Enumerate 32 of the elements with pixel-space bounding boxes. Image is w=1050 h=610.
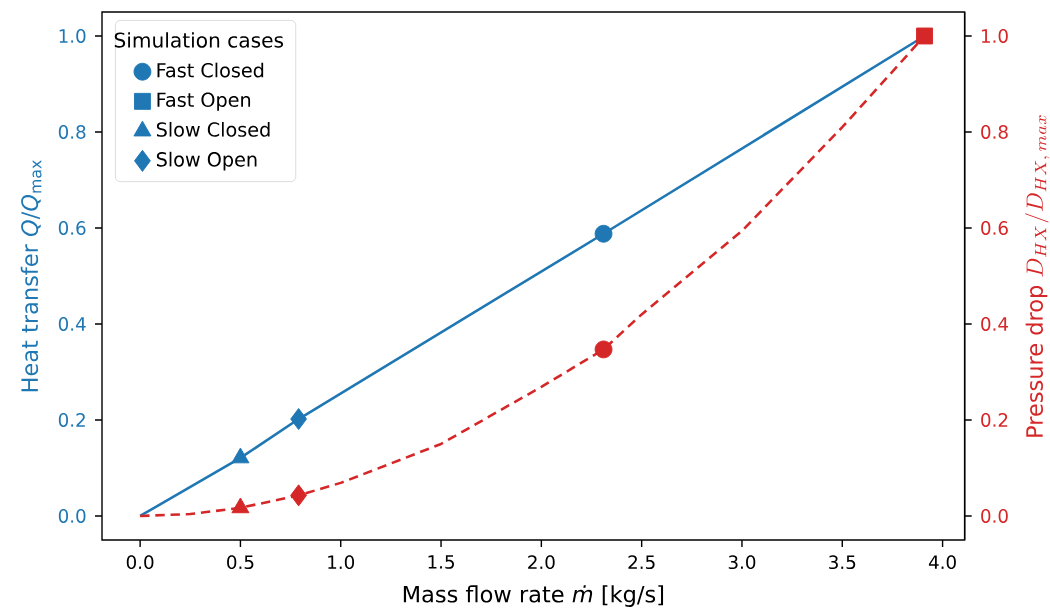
x-tick-label: 2.5: [628, 555, 655, 570]
legend-title: Simulation cases: [114, 32, 284, 48]
y-tick-label: 0.2: [58, 413, 85, 427]
point: [916, 27, 933, 45]
x-tick-label: 3.0: [728, 555, 756, 570]
y2-tick-label: 0.8: [981, 125, 1008, 139]
x-tick-label: 0.5: [227, 555, 254, 570]
y-tick-label: 0.4: [58, 317, 86, 331]
x-tick-label: 1.5: [428, 555, 454, 569]
y2-tick-label: 0.0: [981, 509, 1008, 523]
x-tick-label: 1.0: [328, 555, 355, 570]
y2-tick-label: 0.2: [981, 413, 1008, 427]
y-axis-title: Heat transfer Q/Q$_{max}$: [20, 160, 42, 392]
legend-label: Slow Open: [156, 151, 257, 171]
x-tick-label: 0.0: [126, 555, 154, 570]
y2-tick-label: 1.0: [981, 29, 1008, 43]
y-tick-label: 0.8: [58, 125, 86, 139]
legend-label: Slow Closed: [156, 121, 270, 137]
y-tick-label: 0.6: [58, 221, 86, 235]
legend-label: Fast Open: [157, 92, 251, 111]
point: [290, 484, 307, 507]
x-tick-label: 4.0: [928, 555, 956, 570]
y-tick-label: 0.0: [58, 509, 86, 523]
legend-label: Fast Closed: [157, 62, 264, 78]
y2-tick-label: 0.4: [981, 317, 1008, 331]
y-tick-label: 1.0: [59, 29, 86, 43]
point: [594, 340, 613, 359]
x-tick-label: 3.5: [829, 555, 856, 570]
y2-axis-title: $\text{Pressure drop } D_{HX}/D_{HX,\,max}$: [1025, 115, 1050, 437]
y2-tick-label: 0.6: [981, 221, 1008, 235]
x-axis-title: Mass flow rate ṁ [kg/s]: [403, 585, 664, 607]
x-tick-label: 2.0: [528, 555, 555, 570]
